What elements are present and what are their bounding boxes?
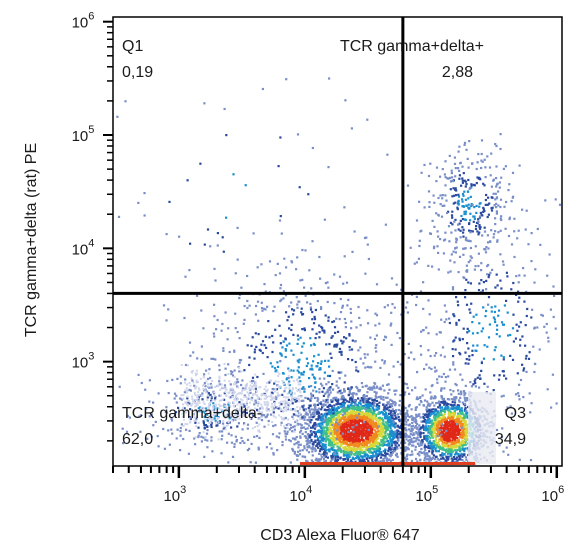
x-tick-label: 105 xyxy=(415,484,438,505)
density-dots xyxy=(116,77,562,466)
quadrant-gates xyxy=(113,17,562,466)
quadrant-name-q1: Q1 xyxy=(122,38,143,55)
y-tick-label: 103 xyxy=(72,351,95,372)
quadrant-name-q3: Q3 xyxy=(505,405,526,422)
y-tick-label: 106 xyxy=(72,11,95,32)
quadrant-value-q2: 2,88 xyxy=(442,64,473,81)
x-tick-label: 103 xyxy=(163,484,186,505)
x-tick-label: 104 xyxy=(289,484,312,505)
x-tick-label: 106 xyxy=(541,484,564,505)
y-axis-label: TCR gamma+delta (rat) PE xyxy=(23,143,40,337)
quadrant-name-q4: TCR gamma+delta- xyxy=(122,405,262,422)
quadrant-value-q4: 62,0 xyxy=(122,431,153,448)
plot-frame xyxy=(112,16,563,467)
quadrant-labels: Q1 0,19 TCR gamma+delta+ 2,88 TCR gamma+delt… xyxy=(122,38,526,448)
quadrant-value-q1: 0,19 xyxy=(122,64,153,81)
y-tick-label: 105 xyxy=(72,124,95,145)
quadrant-name-q2: TCR gamma+delta+ xyxy=(340,38,484,55)
x-axis-label: CD3 Alexa Fluor® 647 xyxy=(260,527,420,544)
quadrant-value-q3: 34,9 xyxy=(495,431,526,448)
y-tick-label: 104 xyxy=(72,237,95,258)
x-axis-ticks: 103 104 105 106 xyxy=(112,466,564,505)
y-axis-ticks: 103 104 105 106 xyxy=(72,11,113,442)
